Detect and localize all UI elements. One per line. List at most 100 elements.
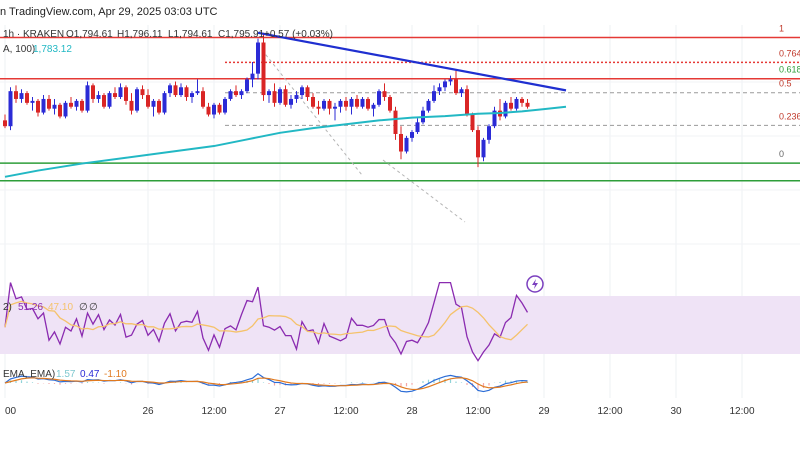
x-tick-label: 27 [274,406,286,417]
byline: n TradingView.com, Apr 29, 2025 03:03 UT… [0,6,218,18]
candle [41,95,46,115]
change-value: +0.57 (+0.03%) [264,29,333,40]
x-tick-label: 26 [142,406,154,417]
candle [173,81,178,98]
x-tick-label: 12:00 [465,406,490,417]
candle [69,97,73,109]
macd-legend: EMA, EMA) 1.57 0.47 -1.10 [3,369,127,380]
ma-label: A, 100) [3,44,35,55]
candle [228,89,233,101]
candle [217,102,222,115]
rsi-band [0,296,800,354]
fib-level-label: 0.5 [779,79,792,89]
x-tick-label: 12:00 [201,406,226,417]
candle [47,95,51,111]
candle [256,38,260,80]
x-tick-label: 12:00 [729,406,754,417]
macd-pane [4,372,529,393]
symbol-label: 1h · KRAKEN [3,29,64,40]
candle [344,97,348,111]
candle [294,91,299,103]
candle [415,118,420,134]
candle [267,89,271,103]
candle [52,98,57,115]
macd-value-3: -1.10 [104,369,127,380]
candle [25,91,29,105]
candle [360,97,365,109]
rsi-extra-1: ∅ [79,302,88,313]
candle [327,98,332,115]
candle [19,89,24,103]
candle [300,85,304,99]
candle [382,83,387,101]
candle [107,91,112,109]
rsi-value: 51.26 [18,302,43,313]
candle [184,85,189,101]
candle [118,83,123,99]
candle [283,85,288,107]
candle [96,91,101,103]
candle [206,102,211,117]
candle [124,85,128,105]
moving-average-line [4,105,567,178]
macd-value-2: 0.47 [80,369,100,380]
rsi-pane [4,281,529,362]
candle [443,79,447,92]
candle [322,98,326,111]
x-tick-label: 12:00 [333,406,358,417]
candle [311,93,315,109]
candle [421,106,425,125]
rsi-ma-line [4,300,528,341]
candle [162,91,167,115]
candle [135,87,139,113]
lightning-icon[interactable] [526,275,544,293]
x-tick-label: 29 [538,406,550,417]
candle [437,83,442,96]
candle [289,95,293,109]
candle [492,106,497,129]
candle [3,114,7,129]
candle [168,83,172,98]
candle [393,106,398,140]
candle [349,97,354,115]
candle [503,100,508,119]
candle [481,137,486,162]
fib-level-label: 0.236 [779,111,800,121]
candle [388,95,392,113]
macd-signal-line [4,377,528,391]
candle [8,87,13,131]
x-axis-ticks: 00 26 12:00 27 12:00 28 12:00 29 12:00 30 12:00 [5,406,755,417]
candle [212,102,216,119]
candle [113,87,117,99]
candle [91,83,95,103]
candle [201,87,205,109]
candle [305,85,310,101]
candle [239,89,244,99]
candle [338,98,343,113]
candle [525,98,530,109]
fib-level-label: 0.764 [779,48,800,58]
candle [316,100,321,115]
candle [410,130,414,142]
candle [151,98,156,117]
candle [179,83,183,98]
high-value: H1,796.11 [117,29,163,40]
candle [514,97,519,111]
candle [250,61,255,88]
fib-level-label: 0.618 [779,65,800,75]
candle [157,98,161,115]
candle [399,126,403,160]
candle [74,98,79,111]
swing-guide-bottom [382,159,466,223]
candle [85,81,90,113]
candle [355,95,359,109]
candle [377,89,381,107]
rsi-extra-2: ∅ [89,302,98,313]
candle [146,89,150,109]
candle [261,32,266,101]
candle [80,98,84,113]
candle [448,75,453,86]
candle [278,87,282,105]
